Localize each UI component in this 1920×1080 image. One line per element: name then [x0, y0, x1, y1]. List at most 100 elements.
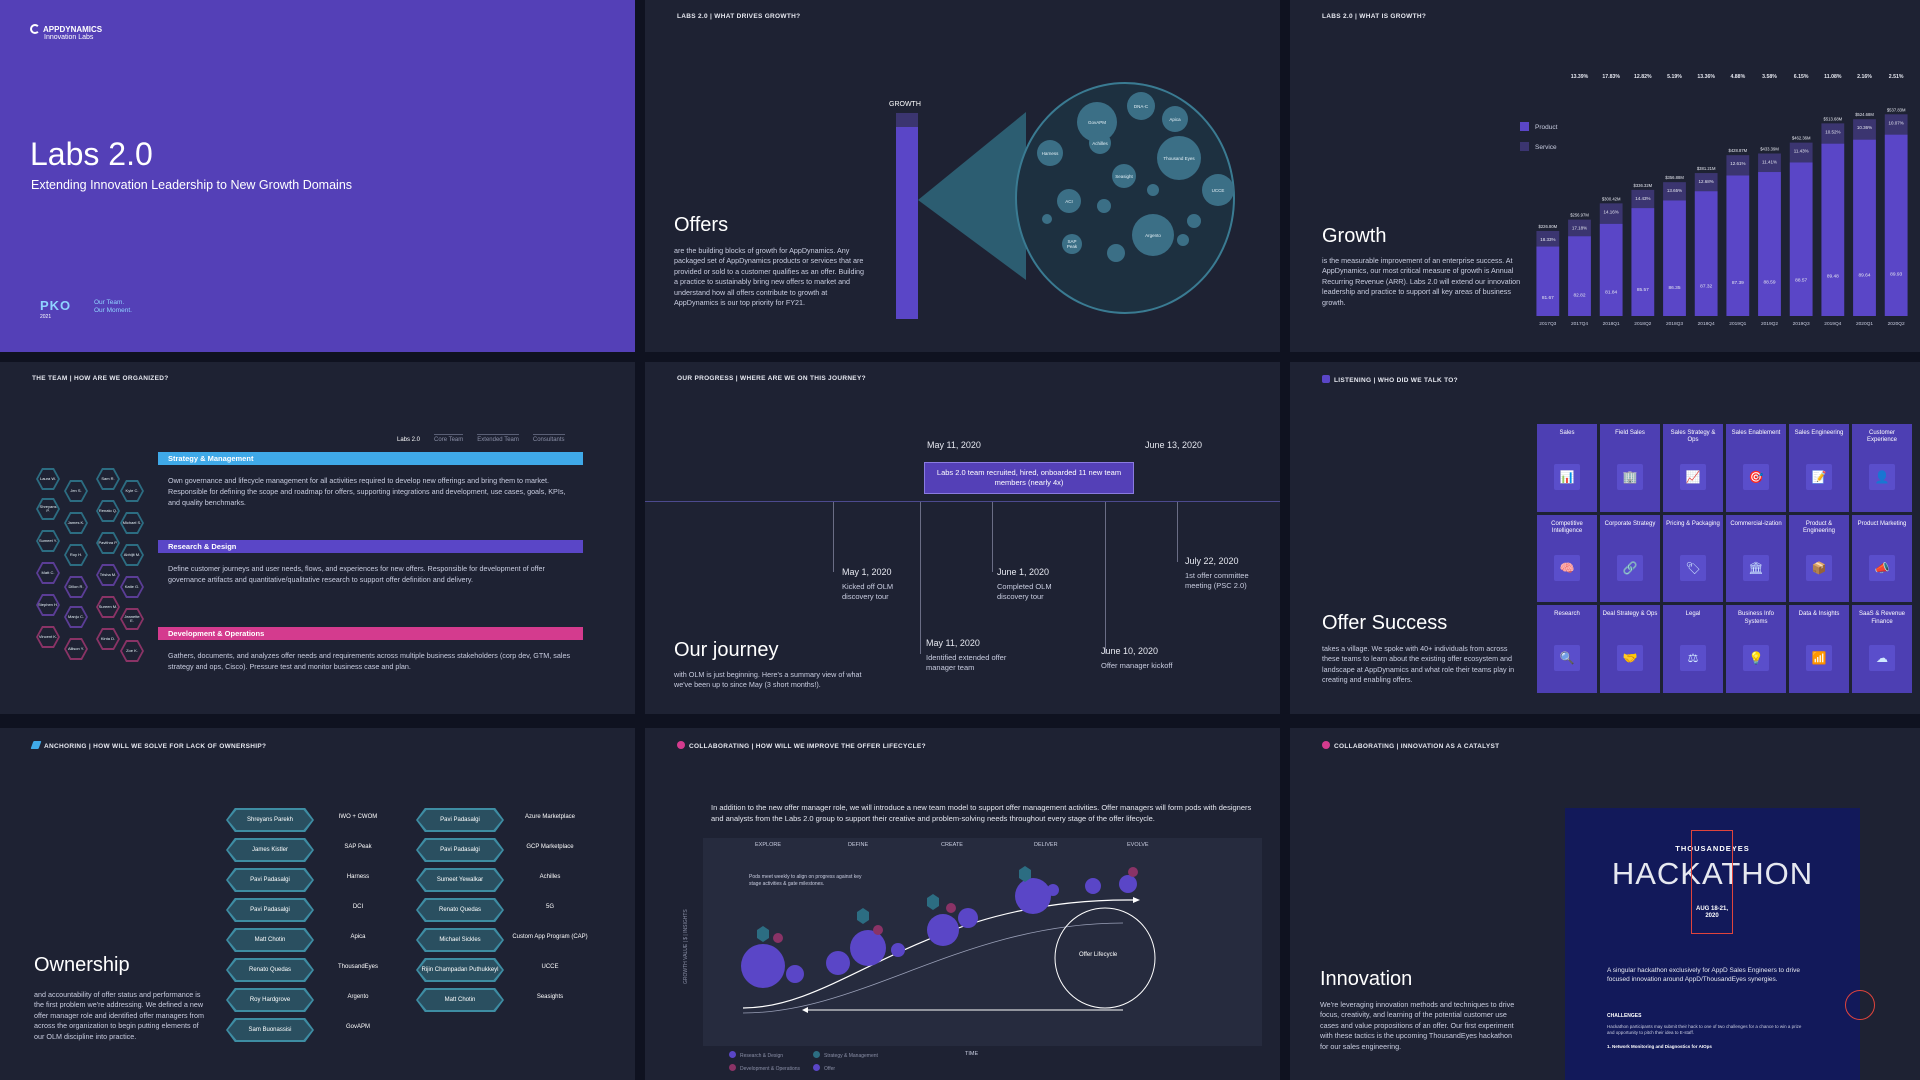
service-share-label: 10.52% — [1825, 129, 1840, 134]
team-member-name: James K. — [66, 514, 86, 532]
growth-rate-label: 6.15% — [1794, 74, 1809, 80]
bar-service — [1821, 123, 1845, 144]
hackathon-frame — [1691, 830, 1733, 934]
team-tile: Research 🔍 — [1537, 605, 1597, 693]
legend-strategy: Strategy & Management — [813, 1051, 878, 1059]
team-tile-label: Commercial-ization — [1730, 520, 1782, 527]
team-tile-icon: 👤 — [1869, 464, 1895, 490]
team-member-hex: Jeanette E. — [120, 608, 144, 630]
team-member-hex: Sureen M. — [96, 596, 120, 618]
offer-bubble-circle: GovAPM DNA-C Apica Thousand Eyes UCCE Seasigh… — [1015, 82, 1235, 314]
slide-header: LABS 2.0 | WHAT DRIVES GROWTH? — [677, 13, 801, 20]
stage-explore: EXPLORE — [755, 842, 781, 848]
offer-owner-name: Rijin Champadan Puthukkeyl — [418, 960, 502, 980]
growth-bar — [896, 113, 918, 319]
bar-service — [1789, 142, 1813, 163]
slide-title: Ownership — [34, 954, 130, 976]
team-member-hex: Matt C. — [36, 562, 60, 584]
team-tile-icon: 📊 — [1554, 464, 1580, 490]
team-tile: Product & Engineering 📦 — [1789, 514, 1849, 603]
product-share-label: 86.35 — [1668, 285, 1680, 291]
bar-total-label: $462.36M — [1792, 136, 1811, 141]
slide-innovation[interactable]: COLLABORATING | INNOVATION AS A CATALYST… — [1290, 728, 1920, 1080]
bar-service — [1631, 189, 1655, 209]
offer-bubble-small — [1097, 199, 1111, 213]
slide-title: Growth — [1322, 225, 1387, 247]
tl-tick — [833, 502, 834, 572]
slide-growth[interactable]: LABS 2.0 | WHAT IS GROWTH? Product Servi… — [1290, 0, 1920, 352]
team-member-name: Roy H. — [66, 546, 86, 564]
deck-title: Labs 2.0 — [30, 136, 153, 172]
team-tile: Business Info Systems 💡 — [1726, 605, 1786, 693]
team-member-name: Sam R. — [98, 470, 118, 488]
slide-ownership[interactable]: ANCHORING | HOW WILL WE SOLVE FOR LACK O… — [0, 728, 635, 1080]
offer-name: GCP Marketplace — [526, 844, 574, 850]
team-tab[interactable]: Consultants — [532, 434, 565, 445]
timeline-line — [645, 501, 1280, 502]
slide-lifecycle[interactable]: COLLABORATING | HOW WILL WE IMPROVE THE … — [645, 728, 1280, 1080]
tl-tick — [920, 502, 921, 654]
team-member-name: Zoe K. — [122, 642, 142, 660]
x-tick-label: 2017Q4 — [1571, 321, 1588, 327]
bar-service — [1758, 153, 1781, 173]
bar-service — [1726, 155, 1750, 176]
pod-dot — [946, 903, 956, 913]
x-tick-label: 2019Q2 — [1761, 321, 1778, 327]
team-member-name: Michael S. — [122, 514, 142, 532]
slide-journey[interactable]: OUR PROGRESS | WHERE ARE WE ON THIS JOUR… — [645, 362, 1280, 714]
offer-name: DCI — [352, 904, 364, 910]
slide-title[interactable]: APPDYNAMICS Innovation Labs Labs 2.0 Ext… — [0, 0, 635, 352]
bar-total-label: $428.87M — [1729, 148, 1748, 153]
tl-date-may11-bottom: May 11, 2020 — [926, 638, 980, 648]
tl-desc-june10: Offer manager kickoff — [1101, 661, 1173, 670]
offer-owner-hex: Renato Quedas — [226, 958, 314, 982]
bar-service — [1694, 173, 1718, 192]
team-tile-icon: 💡 — [1743, 645, 1769, 672]
offer-name: Harness — [346, 874, 370, 880]
offer-name: 5G — [545, 904, 554, 910]
stage-deliver: DELIVER — [1034, 842, 1058, 848]
team-member-name: Abhijit M. — [122, 546, 142, 564]
team-tile-icon: 🔍 — [1554, 645, 1580, 672]
team-tab[interactable]: Labs 2.0 — [397, 437, 421, 443]
bar-service — [1568, 219, 1591, 237]
slide-listening[interactable]: LISTENING | WHO DID WE TALK TO? Sales 📊 Fi… — [1290, 362, 1920, 714]
bar-service — [1599, 203, 1623, 224]
team-tab[interactable]: Extended Team — [477, 434, 519, 445]
offer-owner-hex: Pavi Padasalgi — [226, 898, 314, 922]
service-share-label: 13.65% — [1667, 188, 1682, 193]
pod-bubble — [1047, 884, 1059, 896]
team-member-name: Kinta D. — [98, 630, 118, 648]
offer-owner-name: Roy Hardgrove — [228, 990, 312, 1010]
team-member-hex: Abhijit M. — [120, 544, 144, 566]
slide-header-text: ANCHORING | HOW WILL WE SOLVE FOR LACK O… — [44, 743, 267, 750]
team-tab[interactable]: Core Team — [434, 434, 464, 445]
legend-label: Offer — [824, 1066, 836, 1072]
hackathon-brand: THOUSANDEYES — [1675, 844, 1750, 853]
product-share-label: 88.59 — [1763, 279, 1775, 285]
team-tile-label: Data & Insights — [1798, 611, 1840, 618]
team-member-name: Allison Y. — [66, 640, 86, 658]
offer-owner-name: Renato Quedas — [228, 960, 312, 980]
tl-desc-july22: 1st offer committee meeting (PSC 2.0) — [1185, 571, 1249, 590]
tl-date-may1: May 1, 2020 — [842, 567, 892, 577]
slide-team[interactable]: THE TEAM | HOW ARE WE ORGANIZED? Laura W… — [0, 362, 635, 714]
zoom-cone — [918, 112, 1026, 280]
pod-bubble — [741, 944, 785, 988]
bar-service — [1663, 182, 1686, 201]
slide-offers[interactable]: LABS 2.0 | WHAT DRIVES GROWTH? GROWTH Go… — [645, 0, 1280, 352]
team-member-hex: Kyle C. — [120, 480, 144, 502]
service-share-label: 18.33% — [1540, 237, 1555, 242]
offer-lifecycle-circle — [1054, 907, 1156, 1009]
legend-offer: Offer — [813, 1064, 835, 1072]
slide-title: Innovation — [1320, 968, 1413, 990]
team-member-name: Trisha M. — [98, 566, 118, 584]
team-tile: Product Marketing 📣 — [1852, 514, 1912, 603]
product-share-label: 82.82 — [1573, 293, 1585, 299]
slide-header: ANCHORING | HOW WILL WE SOLVE FOR LACK O… — [30, 741, 267, 750]
tl-date-may11-top: May 11, 2020 — [927, 440, 981, 450]
offer-owner-name: Sam Buonassisi — [228, 1020, 312, 1040]
hackathon-title: HACKATHON — [1611, 856, 1814, 891]
offer-owner-name: James Kistler — [228, 840, 312, 860]
tl-date-july22: July 22, 2020 — [1185, 556, 1239, 566]
